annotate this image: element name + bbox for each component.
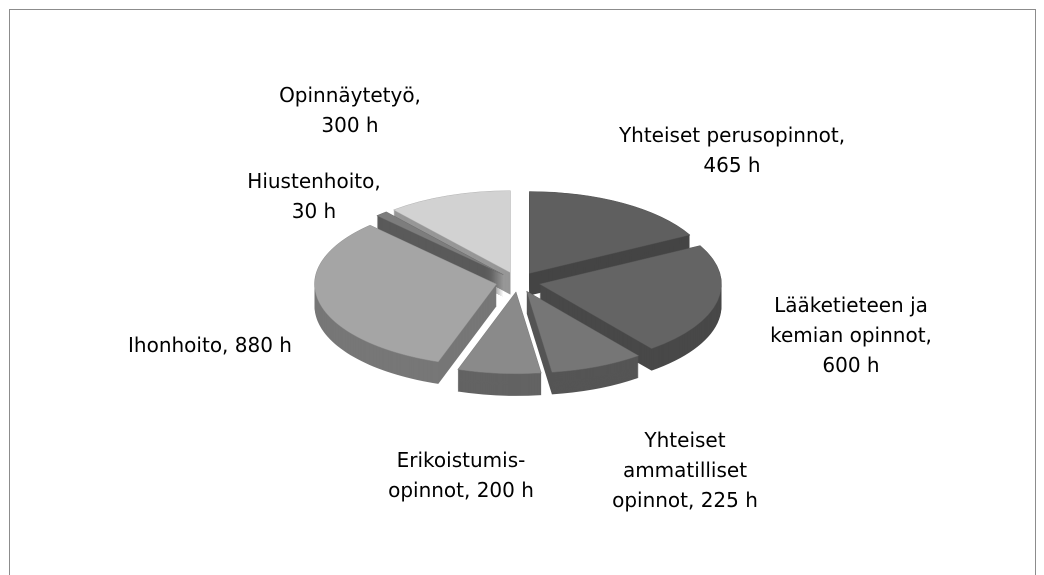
slice-top: [392, 190, 511, 274]
data-label: Ihonhoito, 880 h: [128, 333, 292, 357]
chart-border: [9, 9, 1036, 575]
slice-top: [314, 224, 497, 363]
data-label: Hiustenhoito, 30 h: [247, 169, 381, 223]
slice-top: [376, 211, 504, 275]
data-label: Lääketieteen ja kemian opinnot, 600 h: [770, 293, 932, 377]
slice-top: [538, 245, 722, 349]
slice-top: [526, 290, 640, 373]
data-label: Opinnäytetyö, 300 h: [279, 83, 421, 137]
data-label: Erikoistumis-opinnot, 200 h: [388, 448, 534, 502]
slice: [538, 245, 722, 371]
slice: [457, 291, 542, 396]
slice: [314, 224, 497, 384]
slice-top: [457, 291, 542, 375]
data-label: Yhteiset ammatilliset opinnot, 225 h: [612, 428, 758, 512]
slice-top: [529, 191, 691, 274]
slice: [529, 191, 691, 296]
slice: [526, 290, 640, 395]
data-label: Yhteiset perusopinnot, 465 h: [618, 123, 846, 177]
